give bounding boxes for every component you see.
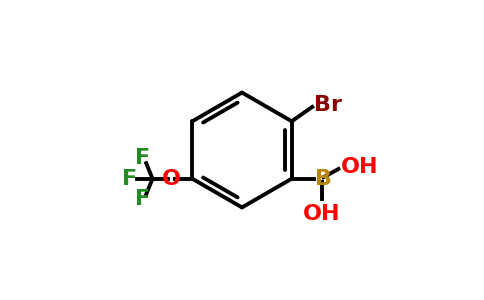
- Text: OH: OH: [303, 204, 341, 224]
- Text: F: F: [136, 189, 151, 209]
- Text: O: O: [162, 169, 181, 189]
- Text: B: B: [315, 169, 333, 189]
- Text: Br: Br: [314, 95, 342, 116]
- Text: F: F: [122, 169, 137, 189]
- Text: OH: OH: [341, 157, 379, 177]
- Text: F: F: [136, 148, 151, 168]
